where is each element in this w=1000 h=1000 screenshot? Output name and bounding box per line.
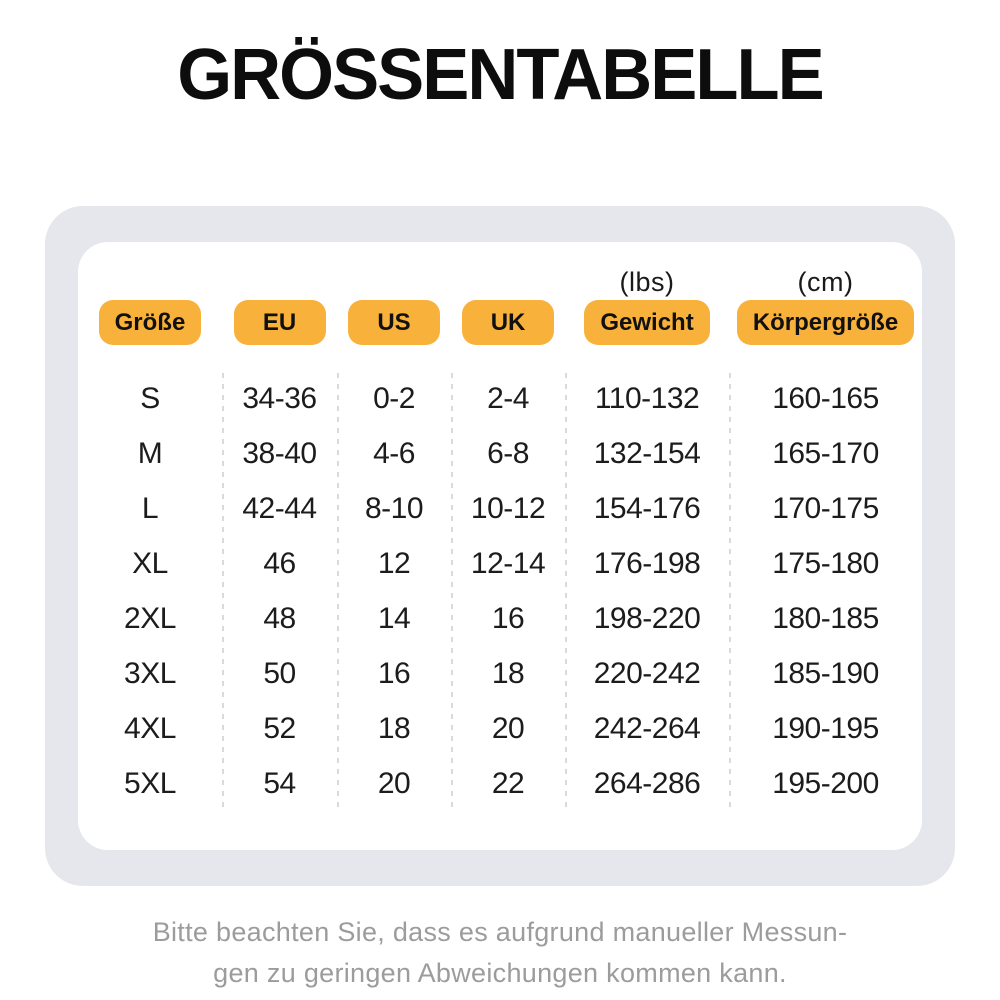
value-cell: 8-10 — [365, 491, 424, 525]
value-cell: 10-12 — [470, 491, 546, 525]
value-cell: 46 — [263, 546, 296, 580]
value-cell: 180-185 — [772, 601, 879, 635]
value-cell: 38-40 — [242, 436, 317, 470]
footnote: Bitte beachten Sie, dass es aufgrund man… — [0, 912, 1000, 994]
header-cell-groesse: Größe — [78, 264, 222, 345]
size-chart-page: GRÖSSENTABELLE Größe EU US UK (lbs) Gewicht (c… — [0, 34, 1000, 1000]
header-cell-koerpergroesse: (cm) Körpergröße — [729, 264, 922, 345]
value-cell: 0-2 — [373, 381, 415, 415]
value-cell: 170-175 — [772, 491, 879, 525]
value-cell: 42-44 — [242, 491, 317, 525]
size-label: 2XL — [124, 601, 176, 635]
column-divider — [450, 373, 453, 809]
value-cell: 20 — [377, 766, 411, 800]
value-cell: 264-286 — [593, 766, 701, 800]
value-cell: 2-4 — [487, 381, 529, 415]
value-cell: 165-170 — [772, 436, 879, 470]
footnote-line-2: gen zu geringen Abweichungen kommen kann… — [213, 958, 787, 988]
value-cell: 50 — [263, 656, 296, 690]
value-cell: 14 — [377, 601, 411, 635]
page-title: GRÖSSENTABELLE — [177, 35, 825, 115]
size-chart-inner-card: Größe EU US UK (lbs) Gewicht (cm) Körpergröße S… — [78, 242, 922, 850]
size-label: L — [141, 491, 159, 525]
size-label: S — [140, 381, 160, 415]
table-header: Größe EU US UK (lbs) Gewicht (cm) Körpergröße — [78, 264, 922, 345]
value-cell: 190-195 — [772, 711, 879, 745]
column-pill-gewicht: Gewicht — [584, 300, 710, 345]
value-cell: 220-242 — [593, 656, 701, 690]
column-pill-uk: UK — [462, 300, 555, 345]
header-cell-us: US — [337, 264, 451, 345]
value-cell: 4-6 — [373, 436, 415, 470]
size-label: 4XL — [124, 711, 176, 745]
value-cell: 16 — [377, 656, 411, 690]
unit-label-gewicht: (lbs) — [619, 266, 675, 297]
value-cell: 242-264 — [593, 711, 701, 745]
footnote-line-1: Bitte beachten Sie, dass es aufgrund man… — [152, 917, 848, 947]
value-cell: 176-198 — [593, 546, 701, 580]
value-cell: 198-220 — [593, 601, 701, 635]
value-cell: 52 — [263, 711, 296, 745]
value-cell: 6-8 — [487, 436, 529, 470]
value-cell: 110-132 — [594, 381, 700, 415]
column-divider — [221, 373, 224, 809]
column-pill-eu: EU — [233, 300, 326, 345]
value-cell: 16 — [491, 601, 525, 635]
value-cell: 160-165 — [772, 381, 879, 415]
value-cell: 12-14 — [470, 546, 546, 580]
column-pill-koerpergroesse: Körpergröße — [736, 300, 915, 345]
column-divider — [728, 373, 731, 809]
value-cell: 175-180 — [772, 546, 879, 580]
size-label: 3XL — [124, 656, 176, 690]
size-chart-card: Größe EU US UK (lbs) Gewicht (cm) Körpergröße S… — [45, 206, 955, 886]
header-cell-gewicht: (lbs) Gewicht — [565, 264, 729, 345]
value-cell: 12 — [377, 546, 411, 580]
value-cell: 20 — [491, 711, 525, 745]
value-cell: 18 — [491, 656, 525, 690]
value-cell: 195-200 — [772, 766, 879, 800]
column-pill-us: US — [348, 300, 441, 345]
header-cell-uk: UK — [451, 264, 565, 345]
value-cell: 54 — [263, 766, 296, 800]
size-label: M — [137, 436, 163, 470]
column-divider — [337, 373, 340, 809]
column-divider — [564, 373, 567, 809]
value-cell: 48 — [263, 601, 296, 635]
unit-label-koerpergroesse: (cm) — [797, 266, 854, 297]
column-pill-groesse: Größe — [98, 300, 202, 345]
table-body: S 34-36 0-2 2-4 110-132 160-165 M 38-40 4-6 6-8 13… — [78, 371, 922, 811]
header-cell-eu: EU — [222, 264, 337, 345]
size-label: 5XL — [124, 766, 176, 800]
value-cell: 34-36 — [242, 381, 317, 415]
value-cell: 132-154 — [593, 436, 701, 470]
size-label: XL — [132, 546, 168, 580]
value-cell: 18 — [377, 711, 411, 745]
value-cell: 22 — [491, 766, 525, 800]
value-cell: 154-176 — [593, 491, 701, 525]
value-cell: 185-190 — [772, 656, 879, 690]
